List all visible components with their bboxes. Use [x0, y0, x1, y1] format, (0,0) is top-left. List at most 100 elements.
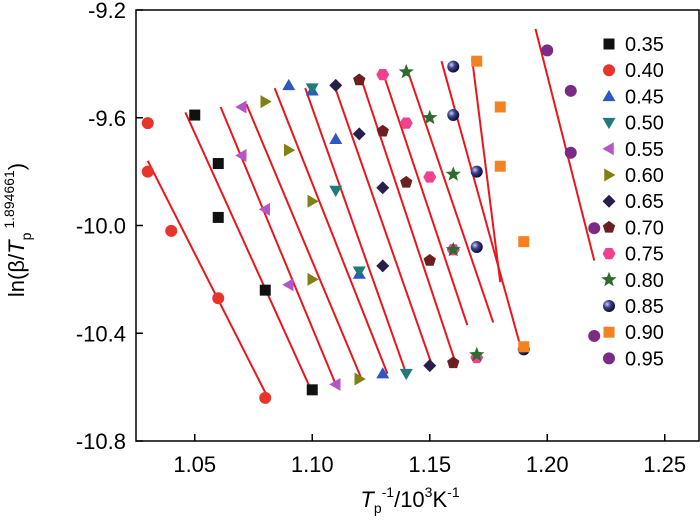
data-point	[423, 359, 437, 373]
legend-item-045: 0.45	[602, 86, 664, 108]
legend-item-085: 0.85	[603, 296, 664, 318]
data-point	[259, 284, 271, 296]
data-point	[494, 160, 506, 172]
data-point	[423, 254, 436, 266]
fit-line-070	[360, 79, 457, 364]
series-095	[541, 44, 601, 342]
series-050	[305, 83, 413, 381]
legend-label: 0.90	[625, 322, 664, 344]
series-055	[235, 100, 341, 391]
data-point	[305, 83, 319, 95]
data-point	[235, 148, 247, 162]
y-tick-label: -9.6	[88, 106, 126, 131]
series-070	[353, 73, 460, 369]
data-point	[212, 211, 224, 223]
legend-label: 0.70	[625, 217, 664, 239]
data-point	[307, 272, 319, 286]
legend-marker	[602, 117, 616, 130]
fit-line-090	[471, 58, 502, 283]
legend-marker	[603, 38, 615, 50]
series-080	[398, 63, 485, 362]
legend-item-055: 0.55	[602, 139, 664, 161]
fit-line-065	[332, 82, 434, 366]
data-point	[376, 69, 390, 81]
legend-marker	[603, 326, 615, 338]
legend-marker	[603, 352, 615, 365]
data-point	[258, 202, 270, 216]
series-085	[447, 60, 530, 356]
fit-lines	[146, 28, 596, 393]
legend-label: 0.50	[625, 113, 664, 135]
data-point	[189, 109, 201, 121]
y-tick-label: -10.4	[76, 321, 126, 346]
fit-line-055	[219, 106, 337, 385]
legend-label: 0.60	[625, 165, 664, 187]
legend-label: 0.65	[625, 191, 664, 213]
legend-label: 0.55	[625, 139, 664, 161]
data-point	[329, 185, 343, 197]
data-point	[212, 158, 224, 170]
data-point	[141, 165, 154, 178]
legend-item-050: 0.50	[602, 113, 664, 135]
data-point	[282, 78, 296, 91]
data-point	[141, 117, 154, 130]
data-point	[376, 259, 390, 273]
fit-line-040	[146, 160, 267, 393]
x-tick-label: 1.20	[526, 452, 569, 477]
legend-label: 0.35	[625, 34, 664, 56]
data-point	[307, 194, 319, 208]
data-point	[398, 63, 414, 79]
legend-marker	[602, 89, 616, 102]
data-point	[353, 73, 366, 86]
legend-label: 0.75	[625, 244, 664, 266]
legend-item-095: 0.95	[603, 348, 664, 370]
legend-label: 0.45	[625, 86, 664, 108]
data-point	[376, 181, 390, 195]
legend-marker	[603, 300, 615, 312]
data-point	[259, 391, 272, 404]
data-point	[399, 117, 413, 129]
data-point	[445, 166, 461, 181]
data-point	[494, 101, 506, 113]
data-point	[470, 165, 483, 178]
data-point	[471, 55, 483, 67]
x-tick-label: 1.05	[173, 452, 216, 477]
data-point	[306, 384, 318, 396]
data-point	[447, 356, 460, 369]
fit-line-075	[381, 71, 469, 326]
x-tick-label: 1.10	[291, 452, 334, 477]
fit-line-035	[184, 111, 314, 393]
data-point	[423, 171, 437, 183]
data-point	[470, 241, 483, 254]
legend-marker	[603, 64, 615, 77]
legend-marker	[602, 247, 616, 260]
data-point	[260, 95, 272, 109]
legend-item-090: 0.90	[603, 322, 664, 344]
legend-marker	[602, 194, 616, 208]
data-point	[282, 278, 294, 292]
data-point	[400, 175, 413, 188]
data-point	[212, 292, 225, 305]
series-090	[471, 55, 530, 353]
data-point	[235, 100, 247, 114]
data-point	[447, 60, 460, 73]
legend-label: 0.85	[625, 296, 664, 318]
legend-label: 0.95	[625, 348, 664, 370]
series-065	[329, 78, 437, 373]
data-point	[352, 266, 366, 278]
legend-label: 0.80	[625, 270, 664, 292]
data-point	[376, 367, 390, 379]
data-point	[376, 124, 389, 137]
data-point	[588, 222, 601, 235]
data-point	[469, 346, 485, 362]
data-point	[518, 236, 530, 248]
y-tick-label: -10.8	[76, 429, 126, 454]
legend-item-060: 0.60	[604, 165, 664, 187]
legend-item-070: 0.70	[602, 217, 664, 239]
fit-line-080	[405, 66, 495, 323]
series-035	[189, 109, 318, 396]
data-point	[352, 127, 366, 141]
x-tick-label: 1.25	[643, 452, 686, 477]
legend-marker	[602, 142, 614, 156]
